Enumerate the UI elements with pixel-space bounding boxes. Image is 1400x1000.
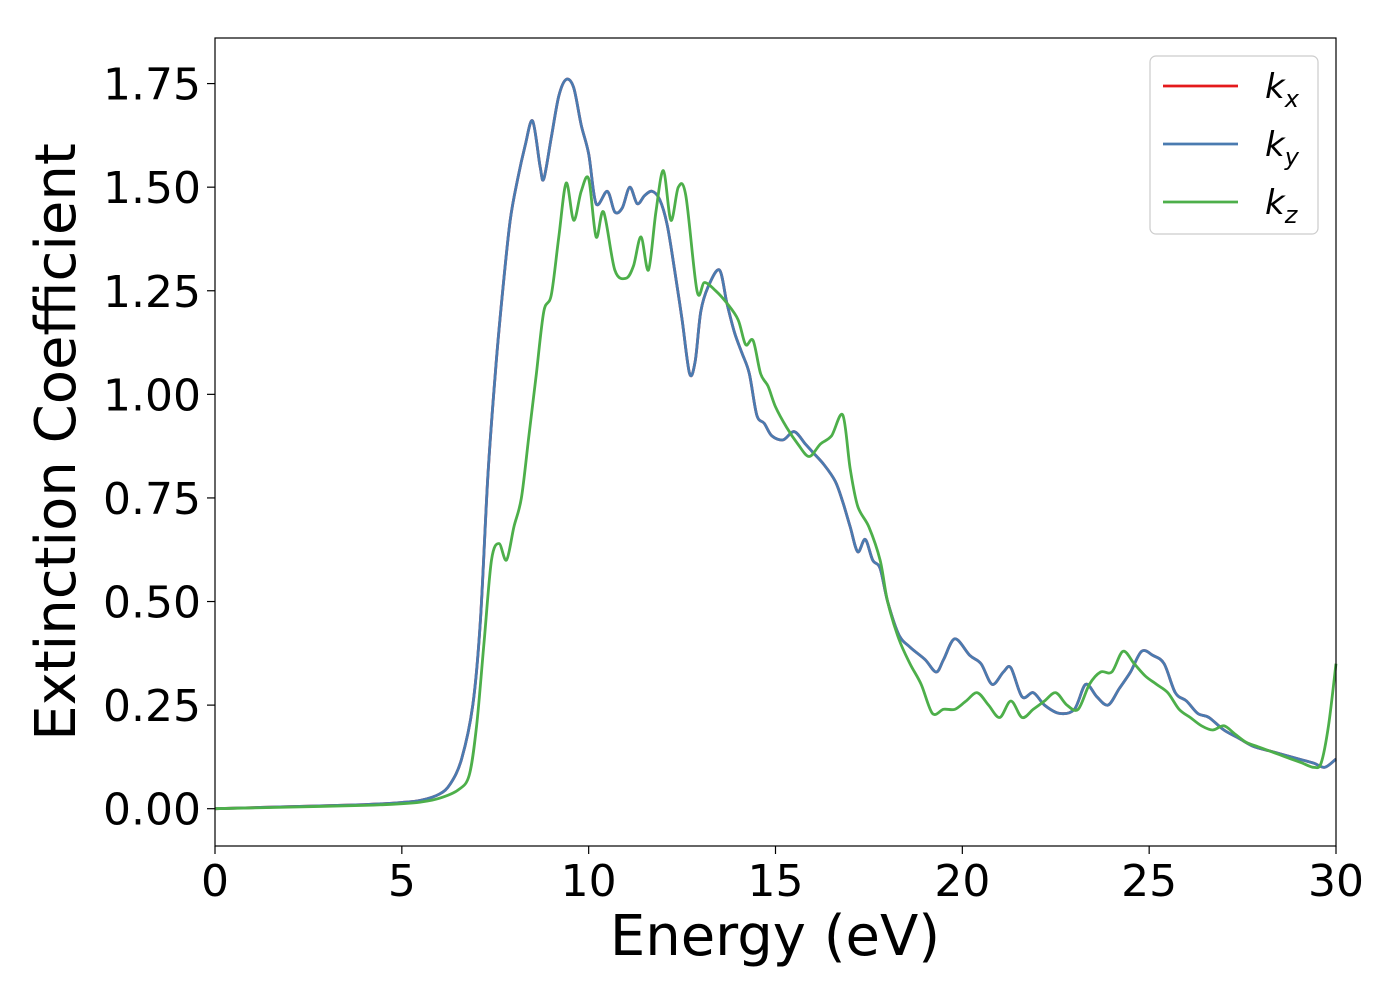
y-tick-label: 1.00 (103, 370, 201, 421)
y-axis-ticks: 0.00 0.25 0.50 0.75 1.00 1.25 1.50 1.75 (103, 60, 215, 836)
legend-label-y: ky (1265, 125, 1300, 171)
y-tick-label: 1.75 (103, 60, 201, 111)
y-tick-label: 1.50 (103, 163, 201, 214)
x-tick-label: 15 (748, 856, 804, 907)
series-layer (214, 77, 1338, 811)
legend-label-base: k (1265, 125, 1286, 165)
plot-area (215, 38, 1336, 846)
legend-label-z: kz (1265, 183, 1299, 229)
y-tick-label: 0.25 (103, 681, 201, 732)
legend-label-subscript: x (1284, 85, 1300, 113)
y-axis-title: Extinction Coefficient (24, 143, 89, 741)
y-tick-label: 0.50 (103, 578, 201, 629)
x-tick-label: 20 (934, 856, 990, 907)
series-line-z (214, 169, 1338, 811)
legend-label-base: k (1265, 183, 1286, 223)
x-axis-ticks: 0 5 10 15 20 25 30 (201, 846, 1364, 907)
legend-label-subscript: y (1284, 143, 1300, 171)
legend-label-subscript: z (1284, 201, 1299, 229)
x-tick-label: 30 (1308, 856, 1364, 907)
y-tick-label: 0.75 (103, 474, 201, 525)
x-tick-label: 5 (388, 856, 416, 907)
x-axis-title: Energy (eV) (610, 904, 940, 969)
x-tick-label: 10 (561, 856, 617, 907)
y-tick-label: 0.00 (103, 785, 201, 836)
legend-label-base: k (1265, 67, 1286, 107)
legend-label-x: kx (1265, 67, 1300, 113)
y-tick-label: 1.25 (103, 267, 201, 318)
x-tick-label: 0 (201, 856, 229, 907)
series-line-y (214, 77, 1337, 811)
x-tick-label: 25 (1121, 856, 1177, 907)
